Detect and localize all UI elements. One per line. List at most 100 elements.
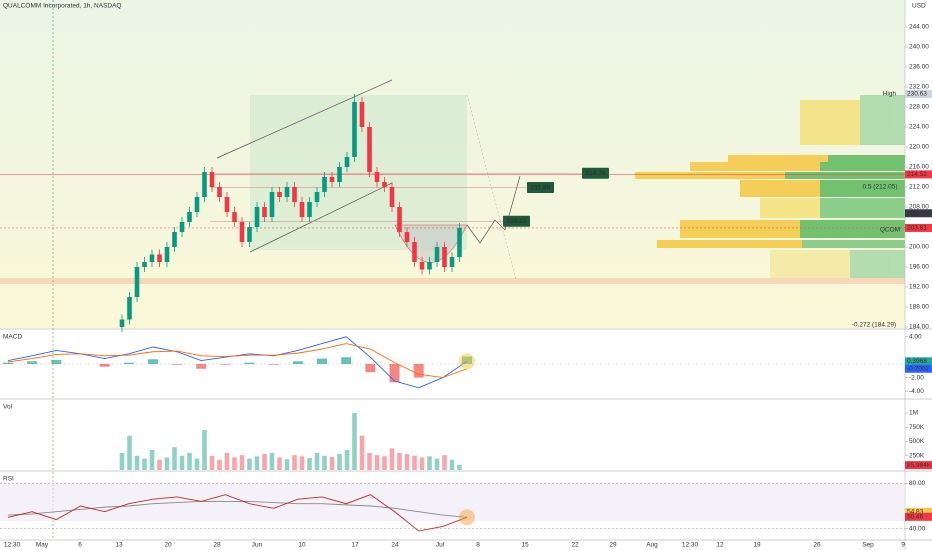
- volume-bar: [239, 455, 245, 470]
- y-tick-label: 228.00: [909, 104, 929, 111]
- vp-bar: [800, 220, 905, 238]
- value-tag: [905, 507, 932, 516]
- vp-bar: [800, 100, 860, 145]
- candle-body: [187, 212, 192, 222]
- price-tag-label: 203.81: [907, 225, 927, 232]
- volume-bar: [277, 457, 282, 470]
- x-tick-label: 28: [213, 542, 221, 549]
- fib-label: 0.5 (212.05): [862, 184, 897, 191]
- x-tick-label: 26: [813, 542, 821, 549]
- y-tick-label: 208.00: [909, 204, 929, 211]
- candle-body: [397, 207, 402, 232]
- target-box: [582, 167, 609, 179]
- volume-bar: [359, 435, 365, 470]
- volume-bar: [404, 454, 410, 470]
- vp-bar: [728, 155, 828, 162]
- volume-bar: [119, 452, 125, 470]
- vp-bar: [657, 240, 802, 248]
- price-tag-label: 214.52: [907, 171, 927, 178]
- macd-hist: [292, 361, 303, 364]
- x-tick-label: 12: [716, 542, 724, 549]
- y-tick-label: 1M: [909, 410, 918, 417]
- value-tag-label: 0.3968: [907, 358, 927, 365]
- vp-bar: [740, 180, 820, 197]
- price-tag: [905, 170, 932, 179]
- y-tick-label: 224.00: [909, 124, 929, 131]
- y-tick-label: 240.00: [909, 44, 929, 51]
- vp-bar: [802, 240, 905, 248]
- candle-body: [412, 242, 417, 262]
- macd-hist: [341, 357, 352, 364]
- rsi-line: [7, 494, 468, 532]
- price-tag: [905, 89, 932, 98]
- volume-bar: [442, 455, 447, 470]
- candle-body: [389, 187, 395, 207]
- x-tick-label: 29: [609, 542, 617, 549]
- candle-body: [352, 102, 357, 157]
- price-tag: [905, 223, 932, 232]
- x-tick-label: 24: [391, 542, 399, 549]
- candle-body: [299, 202, 305, 217]
- x-tick-label: 13: [115, 542, 123, 549]
- candle-body: [284, 187, 290, 197]
- macd-hist: [268, 364, 279, 365]
- volume-bar: [247, 458, 252, 470]
- projection: [466, 175, 521, 244]
- volume-bar: [232, 457, 237, 470]
- volume-bar: [457, 464, 462, 470]
- candle-body: [269, 192, 275, 217]
- candle-body: [262, 207, 267, 217]
- vp-bar: [850, 250, 905, 278]
- volume-bar: [254, 456, 260, 470]
- vp-bar: [690, 162, 820, 171]
- candle-body: [314, 192, 320, 202]
- volume-bar: [434, 458, 440, 470]
- y-tick-label: 80.00: [909, 480, 926, 487]
- volume-bar: [322, 455, 327, 470]
- volume-bar: [314, 452, 320, 470]
- vp-bar: [860, 95, 905, 145]
- volume-bar: [127, 435, 132, 470]
- y-tick-label: -4.00: [909, 388, 924, 395]
- value-tag: [905, 364, 932, 373]
- volume-bar: [419, 457, 425, 470]
- volume-bar: [164, 457, 170, 470]
- volume-bar: [149, 450, 155, 470]
- volume-bar: [337, 454, 342, 470]
- x-tick-label: Sep: [862, 542, 874, 549]
- macd-hist: [389, 364, 400, 383]
- y-tick-label: 184.00: [909, 324, 929, 331]
- y-tick-label: 250K: [909, 452, 925, 459]
- x-tick-label: 12:30: [4, 542, 21, 549]
- y-tick-label: 4.00: [909, 334, 922, 341]
- x-tick-label: Jun: [252, 542, 263, 549]
- x-tick-label: 6: [78, 542, 82, 549]
- x-tick-label: 12:30: [682, 542, 699, 549]
- value-tag-label: 54.83: [907, 509, 924, 516]
- candle-body: [307, 202, 312, 217]
- vp-bar: [770, 250, 850, 278]
- volume-bar: [449, 459, 455, 470]
- x-tick-label: Aug: [646, 542, 658, 549]
- candle-body: [217, 187, 222, 197]
- macd-hist: [365, 364, 376, 373]
- macd-hist: [244, 362, 255, 364]
- candle-body: [329, 177, 335, 182]
- macd-hist: [317, 358, 328, 364]
- y-tick-label: 232.00: [909, 84, 929, 91]
- candle-body: [449, 257, 455, 267]
- macd-hist: [147, 359, 158, 364]
- volume-bar: [217, 459, 222, 470]
- candle-body: [172, 232, 177, 247]
- vp-bar: [820, 198, 905, 218]
- value-tag: [905, 461, 932, 470]
- candle-body: [157, 254, 162, 262]
- volume-bar: [179, 455, 185, 470]
- volume-bar: [367, 452, 372, 470]
- zone: [0, 278, 905, 284]
- volume-bar: [382, 456, 387, 470]
- volume-bar: [157, 459, 162, 470]
- vp-bar: [760, 198, 820, 218]
- x-tick-label: 19: [753, 542, 761, 549]
